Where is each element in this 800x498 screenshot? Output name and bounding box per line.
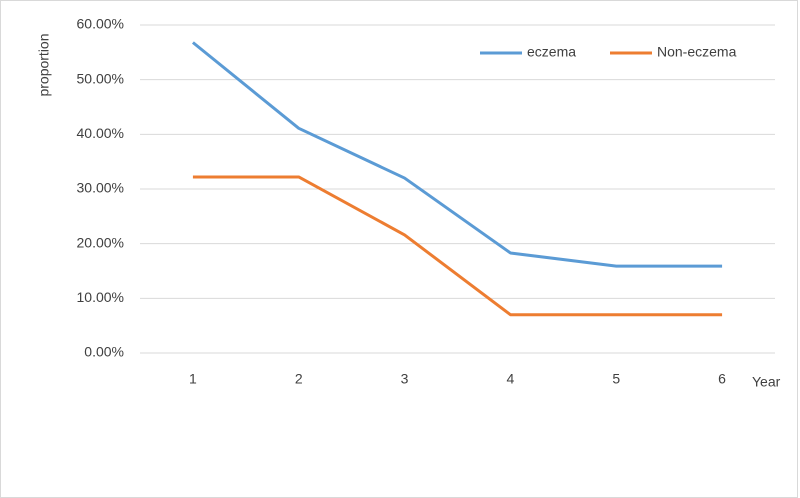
y-tick-label: 20.00% <box>77 234 124 250</box>
legend-label: eczema <box>527 44 576 60</box>
x-tick-label: 3 <box>401 371 409 387</box>
y-tick-label: 50.00% <box>77 70 124 86</box>
x-tick-label: 4 <box>507 371 515 387</box>
x-tick-label: 5 <box>612 371 620 387</box>
x-tick-label: 6 <box>718 371 726 387</box>
x-tick-label: 2 <box>295 371 303 387</box>
x-axis-label: Year <box>752 374 781 390</box>
y-tick-label: 60.00% <box>77 16 124 32</box>
legend-label: Non-eczema <box>657 44 737 60</box>
data-line <box>191 41 723 268</box>
data-line <box>192 175 723 317</box>
y-tick-label: 40.00% <box>77 125 124 141</box>
y-tick-label: 10.00% <box>77 289 124 305</box>
y-tick-label: 0.00% <box>84 344 124 360</box>
x-tick-label: 1 <box>189 371 197 387</box>
y-tick-label: 30.00% <box>77 180 124 196</box>
y-axis-label: proportion <box>36 33 52 96</box>
